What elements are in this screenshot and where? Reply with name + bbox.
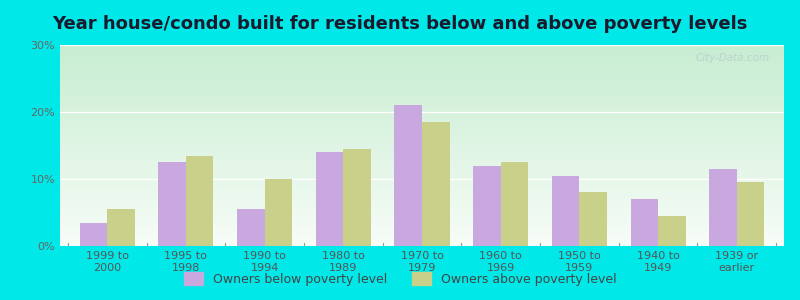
Bar	[552, 176, 579, 246]
Bar	[501, 162, 528, 246]
Bar	[237, 209, 265, 246]
Bar	[343, 149, 371, 246]
Bar	[394, 105, 422, 246]
Bar	[737, 182, 764, 246]
Bar	[107, 209, 134, 246]
Bar	[186, 155, 214, 246]
Text: Year house/condo built for residents below and above poverty levels: Year house/condo built for residents bel…	[52, 15, 748, 33]
Bar	[422, 122, 450, 246]
Legend: Owners below poverty level, Owners above poverty level: Owners below poverty level, Owners above…	[179, 267, 621, 291]
Bar	[265, 179, 292, 246]
Bar	[630, 199, 658, 246]
Bar	[80, 223, 107, 246]
Bar	[158, 162, 186, 246]
Text: City-Data.com: City-Data.com	[695, 53, 770, 63]
Bar	[473, 166, 501, 246]
Bar	[658, 216, 686, 246]
Bar	[710, 169, 737, 246]
Bar	[579, 192, 607, 246]
Bar	[316, 152, 343, 246]
